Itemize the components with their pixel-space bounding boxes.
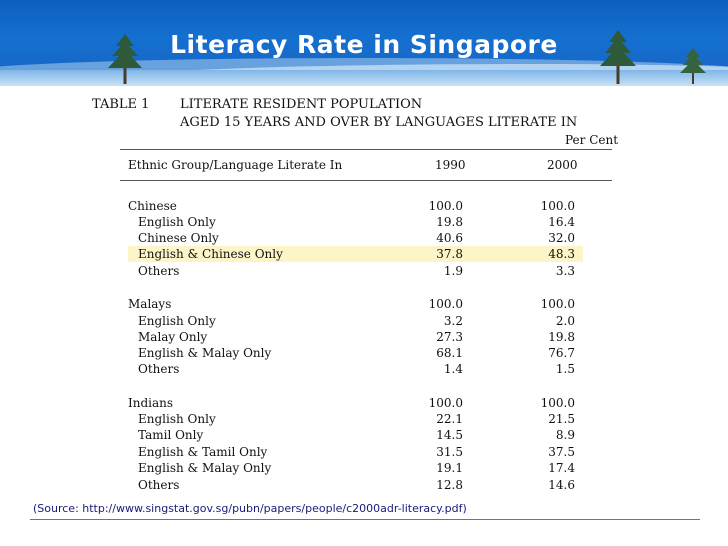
value-1990: 3.2 bbox=[443, 314, 463, 328]
unit-label: Per Cent bbox=[565, 133, 619, 147]
value-1990: 37.8 bbox=[436, 247, 463, 261]
value-2000: 37.5 bbox=[548, 445, 575, 459]
row-label: Malay Only bbox=[138, 330, 208, 344]
value-2000: 100.0 bbox=[540, 297, 575, 311]
table-row: English Only 19.8 16.4 bbox=[0, 215, 728, 231]
row-label: English Only bbox=[138, 215, 216, 229]
value-1990: 19.8 bbox=[436, 215, 463, 229]
table-row: Others 1.9 3.3 bbox=[0, 264, 728, 280]
value-2000: 19.8 bbox=[548, 330, 575, 344]
table-row: English & Malay Only 19.1 17.4 bbox=[0, 461, 728, 477]
table-row: Others 12.8 14.6 bbox=[0, 478, 728, 494]
table-rule-header bbox=[120, 180, 612, 181]
value-2000: 17.4 bbox=[548, 461, 575, 475]
row-label: Indians bbox=[128, 396, 174, 410]
value-1990: 100.0 bbox=[428, 199, 463, 213]
row-highlight bbox=[128, 246, 583, 262]
value-1990: 27.3 bbox=[436, 330, 463, 344]
value-1990: 1.4 bbox=[443, 362, 463, 376]
table-rule-top bbox=[120, 149, 612, 150]
pine-tree-icon bbox=[680, 48, 706, 84]
value-2000: 21.5 bbox=[548, 412, 575, 426]
value-2000: 48.3 bbox=[548, 247, 575, 261]
row-label: English & Tamil Only bbox=[138, 445, 268, 459]
row-label: Tamil Only bbox=[138, 428, 204, 442]
value-2000: 100.0 bbox=[540, 396, 575, 410]
value-1990: 12.8 bbox=[436, 478, 463, 492]
value-1990: 22.1 bbox=[436, 412, 463, 426]
banner-band bbox=[0, 70, 728, 86]
value-1990: 1.9 bbox=[443, 264, 463, 278]
table-title-line2: AGED 15 YEARS AND OVER BY LANGUAGES LITE… bbox=[180, 115, 578, 130]
row-label: English Only bbox=[138, 412, 216, 426]
table-row: Chinese Only 40.6 32.0 bbox=[0, 231, 728, 247]
value-1990: 100.0 bbox=[428, 297, 463, 311]
source-citation: (Source: http://www.singstat.gov.sg/pubn… bbox=[33, 502, 467, 515]
value-2000: 100.0 bbox=[540, 199, 575, 213]
table-group-row: Malays 100.0 100.0 bbox=[0, 297, 728, 313]
column-header-1990: 1990 bbox=[435, 158, 466, 172]
table-title-line1: LITERATE RESIDENT POPULATION bbox=[180, 97, 423, 112]
row-label: English & Malay Only bbox=[138, 346, 272, 360]
value-2000: 76.7 bbox=[548, 346, 575, 360]
value-2000: 16.4 bbox=[548, 215, 575, 229]
table-number: TABLE 1 bbox=[92, 97, 150, 112]
row-label: Others bbox=[138, 264, 180, 278]
value-1990: 100.0 bbox=[428, 396, 463, 410]
row-label: English & Malay Only bbox=[138, 461, 272, 475]
table-row: English Only 22.1 21.5 bbox=[0, 412, 728, 428]
table-group-row: Indians 100.0 100.0 bbox=[0, 396, 728, 412]
footer-rule bbox=[30, 519, 700, 520]
row-label: Chinese Only bbox=[138, 231, 219, 245]
column-header-group: Ethnic Group/Language Literate In bbox=[128, 158, 343, 172]
value-2000: 2.0 bbox=[555, 314, 575, 328]
row-label: Others bbox=[138, 478, 180, 492]
value-1990: 19.1 bbox=[436, 461, 463, 475]
value-2000: 8.9 bbox=[555, 428, 575, 442]
table-row: English Only 3.2 2.0 bbox=[0, 314, 728, 330]
table-row: English & Tamil Only 31.5 37.5 bbox=[0, 445, 728, 461]
title-banner: Literacy Rate in Singapore bbox=[0, 0, 728, 86]
row-label: Malays bbox=[128, 297, 172, 311]
row-label: Others bbox=[138, 362, 180, 376]
value-1990: 68.1 bbox=[436, 346, 463, 360]
pine-tree-icon bbox=[600, 30, 636, 84]
value-1990: 40.6 bbox=[436, 231, 463, 245]
value-1990: 14.5 bbox=[436, 428, 463, 442]
row-label: Chinese bbox=[128, 199, 177, 213]
value-2000: 14.6 bbox=[548, 478, 575, 492]
column-header-2000: 2000 bbox=[547, 158, 578, 172]
pine-tree-icon bbox=[108, 34, 142, 84]
table-row: Others 1.4 1.5 bbox=[0, 362, 728, 378]
table-row: Tamil Only 14.5 8.9 bbox=[0, 428, 728, 444]
value-2000: 3.3 bbox=[555, 264, 575, 278]
table-row: English & Chinese Only 37.8 48.3 bbox=[0, 247, 728, 263]
value-2000: 1.5 bbox=[555, 362, 575, 376]
table-row: Malay Only 27.3 19.8 bbox=[0, 330, 728, 346]
table-group-row: Chinese 100.0 100.0 bbox=[0, 199, 728, 215]
row-label: English & Chinese Only bbox=[138, 247, 283, 261]
table-row: English & Malay Only 68.1 76.7 bbox=[0, 346, 728, 362]
row-label: English Only bbox=[138, 314, 216, 328]
value-1990: 31.5 bbox=[436, 445, 463, 459]
slide-title: Literacy Rate in Singapore bbox=[170, 30, 558, 59]
value-2000: 32.0 bbox=[548, 231, 575, 245]
